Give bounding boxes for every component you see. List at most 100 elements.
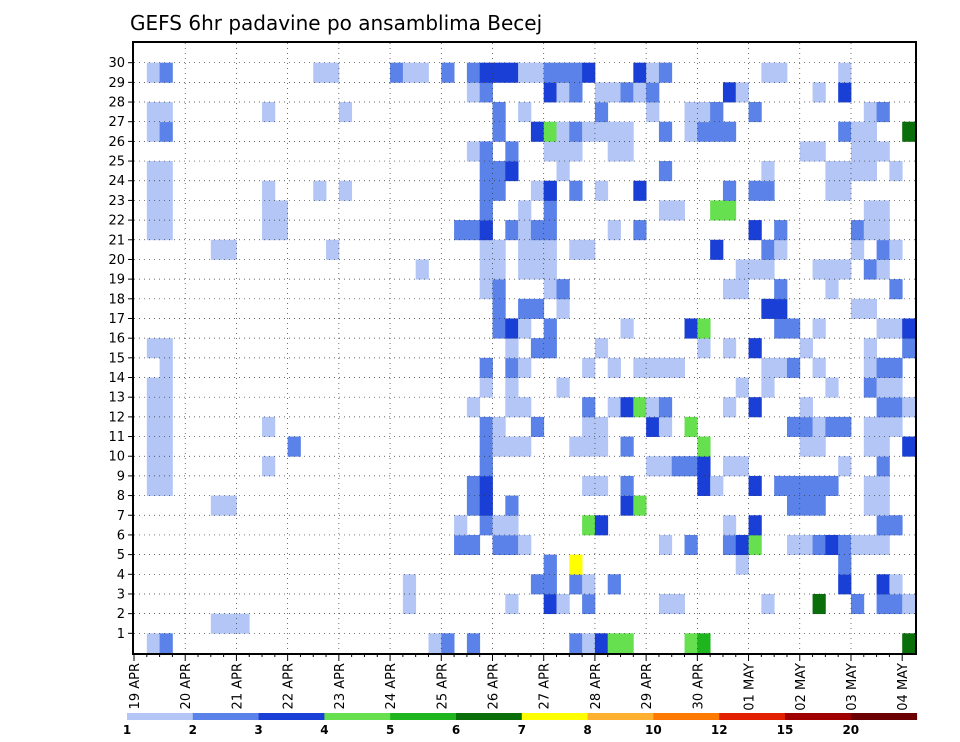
heatmap-cell [876,141,890,162]
heatmap-cell [479,62,493,83]
heatmap-cell [799,338,813,359]
heatmap-cell [594,436,609,457]
heatmap-cell [466,495,481,516]
heatmap-cell [479,200,493,221]
heatmap-cell [825,475,839,496]
y-tick-label: 23 [108,194,125,209]
heatmap-cell [492,515,506,536]
heatmap-cell [876,220,890,241]
heatmap-cell [799,495,813,516]
heatmap-cell [338,180,353,201]
heatmap-cell [658,62,673,83]
heatmap-cell [838,534,852,556]
heatmap-cell [582,357,596,378]
heatmap-cell [582,397,596,418]
heatmap-cell [863,357,877,378]
heatmap-cell [710,200,724,221]
heatmap-cell [454,515,468,536]
heatmap-cell [518,534,532,556]
heatmap-cell [774,298,788,319]
heatmap-cell [146,633,160,654]
heatmap-cell [902,121,916,142]
heatmap-cell [492,298,506,319]
heatmap-cell [697,475,711,496]
heatmap-cell [850,161,865,182]
heatmap-cell [518,397,532,418]
heatmap-cell [159,475,173,496]
heatmap-cell [159,416,173,437]
heatmap-cell [786,475,801,496]
y-tick-label: 14 [108,371,125,386]
colorbar-label: 5 [386,723,394,737]
heatmap-cell [889,515,903,536]
heatmap-cell [646,397,660,418]
x-tick-label: 01 MAY [743,663,758,711]
heatmap-cell [774,475,788,496]
heatmap-cell [556,62,570,83]
heatmap-cell [518,436,532,457]
heatmap-cell [697,121,711,142]
heatmap-cell [428,633,442,654]
heatmap-cell [863,475,877,496]
heatmap-cell [889,377,903,398]
heatmap-cell [518,259,532,280]
heatmap-cell [390,62,404,83]
heatmap-cell [236,613,250,634]
heatmap-cell [620,633,634,654]
heatmap-cell [518,220,532,241]
y-tick-label: 15 [108,351,125,366]
heatmap-cell [876,534,890,556]
heatmap-cell [863,161,877,182]
heatmap-cell [543,318,557,339]
heatmap-cell [569,554,583,575]
heatmap-cell [658,357,673,378]
heatmap-cell [415,259,429,280]
heatmap-cell [159,220,173,241]
heatmap-cell [646,62,660,83]
heatmap-cell [262,220,276,241]
heatmap-cell [518,318,532,339]
heatmap-cell [159,62,173,83]
heatmap-cell [466,62,481,83]
heatmap-cell [620,495,634,516]
heatmap-cell [633,180,647,201]
heatmap-cell [530,239,545,260]
heatmap-cell [697,338,711,359]
heatmap-cell [569,180,583,201]
y-tick-label: 27 [108,115,125,130]
heatmap-cell [863,298,877,319]
heatmap-cell [761,161,775,182]
heatmap-cell [326,239,340,260]
heatmap-cell [825,377,839,398]
heatmap-cell [684,102,698,123]
heatmap-cell [889,416,903,437]
heatmap-cell [159,180,173,201]
heatmap-cell [543,62,557,83]
heatmap-cell [287,436,301,457]
heatmap-cell [876,436,890,457]
heatmap-cell [159,397,173,418]
heatmap-cell [505,338,519,359]
heatmap-cell [479,220,493,241]
heatmap-cell [582,436,596,457]
heatmap-cell [697,456,711,477]
y-tick-label: 16 [108,332,125,347]
heatmap-cell [262,456,276,477]
heatmap-cell [735,259,749,280]
colorbar-label: 7 [518,723,526,737]
heatmap-cell [722,534,737,556]
heatmap-cell [530,298,545,319]
heatmap-cell [850,220,865,241]
plot-frame [132,41,917,655]
heatmap-cell [543,259,557,280]
heatmap-cell [889,574,903,595]
heatmap-cell [902,436,916,457]
heatmap-cell [876,318,890,339]
heatmap-cell [876,357,890,378]
heatmap-cell [812,495,826,516]
heatmap-cell [850,239,865,260]
heatmap-cell [569,436,583,457]
heatmap-cell [748,515,762,536]
y-tick-label: 11 [108,430,125,445]
